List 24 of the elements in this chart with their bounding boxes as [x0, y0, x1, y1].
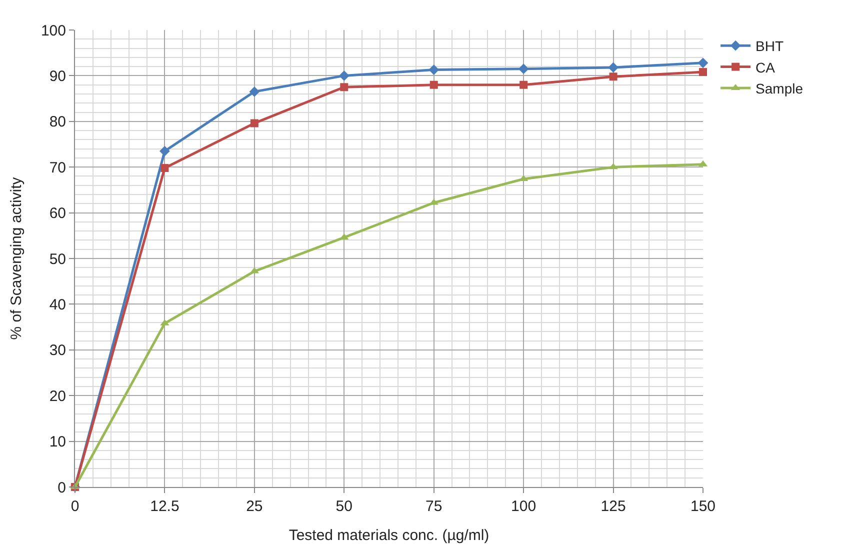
y-tick-label: 20: [49, 388, 66, 405]
legend-label: BHT: [756, 38, 784, 54]
x-tick-label: 75: [426, 498, 442, 515]
legend-label: CA: [756, 59, 776, 76]
x-tick-label: 150: [690, 498, 716, 515]
y-tick-label: 90: [49, 68, 66, 85]
y-tick-label: 70: [49, 159, 66, 176]
x-tick-label: 100: [511, 498, 536, 515]
y-tick-label: 40: [49, 296, 66, 314]
y-tick-label: 10: [49, 434, 66, 451]
y-tick-label: 60: [49, 205, 66, 222]
y-axis-title: % of Scavenging activity: [8, 176, 26, 340]
x-tick-label: 12.5: [150, 498, 180, 515]
y-tick-label: 80: [49, 114, 66, 131]
y-tick-label: 0: [58, 479, 66, 496]
x-tick-label: 125: [600, 498, 626, 515]
legend-label: Sample: [756, 80, 804, 96]
y-tick-label: 50: [49, 250, 66, 268]
y-tick-label: 30: [49, 342, 66, 360]
x-tick-label: 0: [70, 498, 80, 515]
x-tick-label: 50: [336, 498, 352, 515]
x-axis-title: Tested materials conc. (µg/ml): [288, 527, 490, 544]
y-tick-label: 100: [40, 22, 66, 40]
x-tick-label: 25: [246, 498, 263, 515]
